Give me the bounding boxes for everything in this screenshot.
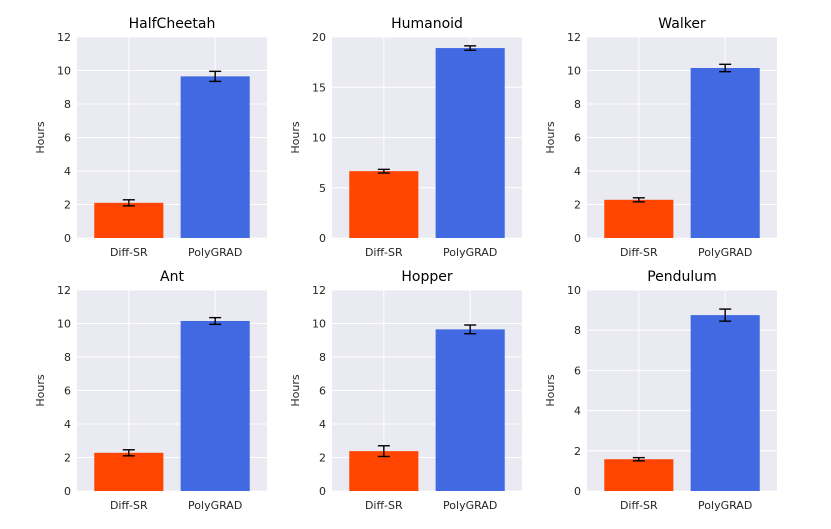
y-tick-label: 6 — [574, 364, 581, 377]
y-tick-label: 2 — [319, 452, 326, 465]
y-tick-label: 0 — [319, 485, 326, 498]
bar-diff-sr — [94, 202, 164, 238]
y-tick-label: 10 — [567, 65, 581, 78]
x-tick-label: PolyGRAD — [698, 499, 752, 512]
y-tick-label: 0 — [64, 485, 71, 498]
y-tick-label: 6 — [64, 385, 71, 398]
y-tick-label: 6 — [64, 132, 71, 145]
y-tick-label: 4 — [574, 405, 581, 418]
panel-pendulum: 0 2 4 6 8 10 Diff-SR PolyGRAD Pendulum Hours — [544, 269, 777, 512]
x-tick-label: Diff-SR — [110, 246, 148, 259]
y-tick-label: 10 — [312, 318, 326, 331]
y-tick-label: 0 — [574, 232, 581, 245]
y-tick-label: 5 — [319, 182, 326, 195]
y-tick-label: 2 — [574, 445, 581, 458]
chart-title: Hopper — [401, 269, 452, 285]
y-tick-label: 12 — [57, 284, 71, 297]
y-tick-label: 20 — [312, 31, 326, 44]
bar-polygrad — [180, 76, 250, 238]
y-tick-label: 10 — [57, 65, 71, 78]
panel-halfcheetah: 0 2 4 6 8 10 12 Diff-SR PolyGRAD HalfCheetah Hours — [34, 16, 267, 259]
y-tick-label: 8 — [64, 98, 71, 111]
x-tick-label: PolyGRAD — [443, 499, 497, 512]
y-tick-label: 8 — [319, 351, 326, 364]
y-tick-label: 6 — [319, 385, 326, 398]
y-tick-label: 0 — [574, 485, 581, 498]
x-tick-label: PolyGRAD — [188, 246, 242, 259]
x-tick-label: PolyGRAD — [188, 499, 242, 512]
x-tick-label: Diff-SR — [365, 246, 403, 259]
y-tick-label: 4 — [574, 165, 581, 178]
y-tick-label: 10 — [312, 132, 326, 145]
y-axis-label: Hours — [34, 121, 47, 153]
y-tick-label: 15 — [312, 81, 326, 94]
panel-walker: 0 2 4 6 8 10 12 Diff-SR PolyGRAD Walker Hours — [544, 16, 777, 259]
bar-diff-sr — [349, 171, 419, 238]
y-tick-label: 0 — [319, 232, 326, 245]
y-tick-label: 10 — [567, 284, 581, 297]
chart-title: Walker — [658, 16, 706, 32]
chart-title: Ant — [160, 269, 184, 285]
y-tick-label: 2 — [64, 452, 71, 465]
panel-humanoid: 0 5 10 15 20 Diff-SR PolyGRAD Humanoid Hours — [289, 16, 522, 259]
bar-polygrad — [690, 67, 760, 238]
bar-polygrad — [435, 329, 505, 491]
x-tick-label: Diff-SR — [110, 499, 148, 512]
bar-diff-sr — [349, 451, 419, 491]
x-tick-label: PolyGRAD — [698, 246, 752, 259]
y-axis-label: Hours — [544, 121, 557, 153]
x-tick-label: Diff-SR — [365, 499, 403, 512]
y-tick-label: 0 — [64, 232, 71, 245]
y-tick-label: 12 — [57, 31, 71, 44]
y-tick-label: 6 — [574, 132, 581, 145]
bar-polygrad — [180, 320, 250, 491]
y-tick-label: 12 — [312, 284, 326, 297]
chart-title: HalfCheetah — [129, 16, 216, 32]
y-tick-label: 4 — [64, 165, 71, 178]
bar-polygrad — [435, 48, 505, 239]
chart-title: Humanoid — [391, 16, 463, 32]
y-tick-label: 2 — [574, 199, 581, 212]
y-tick-label: 4 — [64, 418, 71, 431]
bar-diff-sr — [94, 452, 164, 491]
bar-polygrad — [690, 315, 760, 491]
y-tick-label: 8 — [574, 324, 581, 337]
y-tick-label: 12 — [567, 31, 581, 44]
y-tick-label: 2 — [64, 199, 71, 212]
y-tick-label: 8 — [574, 98, 581, 111]
y-axis-label: Hours — [544, 374, 557, 406]
bar-diff-sr — [604, 459, 674, 491]
panel-hopper: 0 2 4 6 8 10 12 Diff-SR PolyGRAD Hopper Hours — [289, 269, 522, 512]
y-tick-label: 10 — [57, 318, 71, 331]
y-axis-label: Hours — [34, 374, 47, 406]
x-tick-label: PolyGRAD — [443, 246, 497, 259]
y-axis-label: Hours — [289, 121, 302, 153]
x-tick-label: Diff-SR — [620, 499, 658, 512]
y-axis-label: Hours — [289, 374, 302, 406]
x-tick-label: Diff-SR — [620, 246, 658, 259]
y-tick-label: 4 — [319, 418, 326, 431]
chart-title: Pendulum — [647, 269, 717, 285]
y-tick-label: 8 — [64, 351, 71, 364]
bar-diff-sr — [604, 199, 674, 238]
panel-ant: 0 2 4 6 8 10 12 Diff-SR PolyGRAD Ant Hours — [34, 269, 267, 512]
